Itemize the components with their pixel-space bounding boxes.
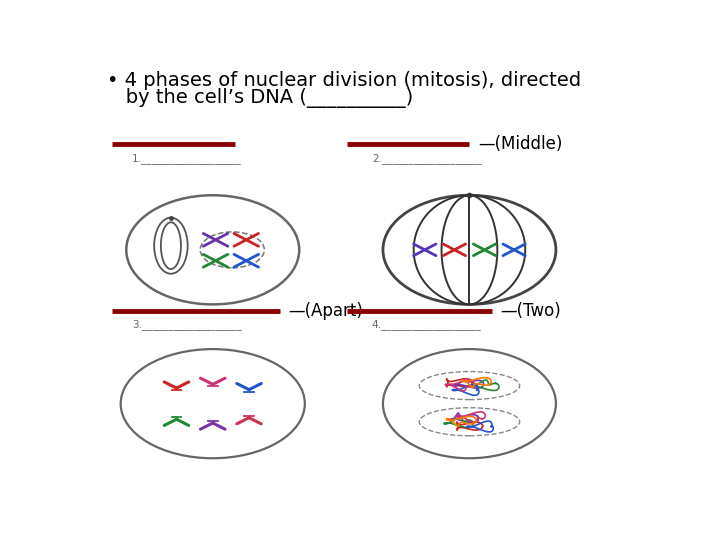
Text: —(Two): —(Two)	[500, 302, 561, 320]
Text: —(Middle): —(Middle)	[478, 135, 562, 153]
Text: 2.___________________: 2.___________________	[372, 153, 482, 164]
Text: by the cell’s DNA (__________): by the cell’s DNA (__________)	[107, 87, 413, 107]
Text: 3.___________________: 3.___________________	[132, 319, 242, 330]
Text: • 4 phases of nuclear division (mitosis), directed: • 4 phases of nuclear division (mitosis)…	[107, 71, 581, 90]
Text: 1.___________________: 1.___________________	[132, 153, 242, 164]
Text: —(Apart): —(Apart)	[288, 302, 363, 320]
Text: 4.___________________: 4.___________________	[372, 319, 482, 330]
